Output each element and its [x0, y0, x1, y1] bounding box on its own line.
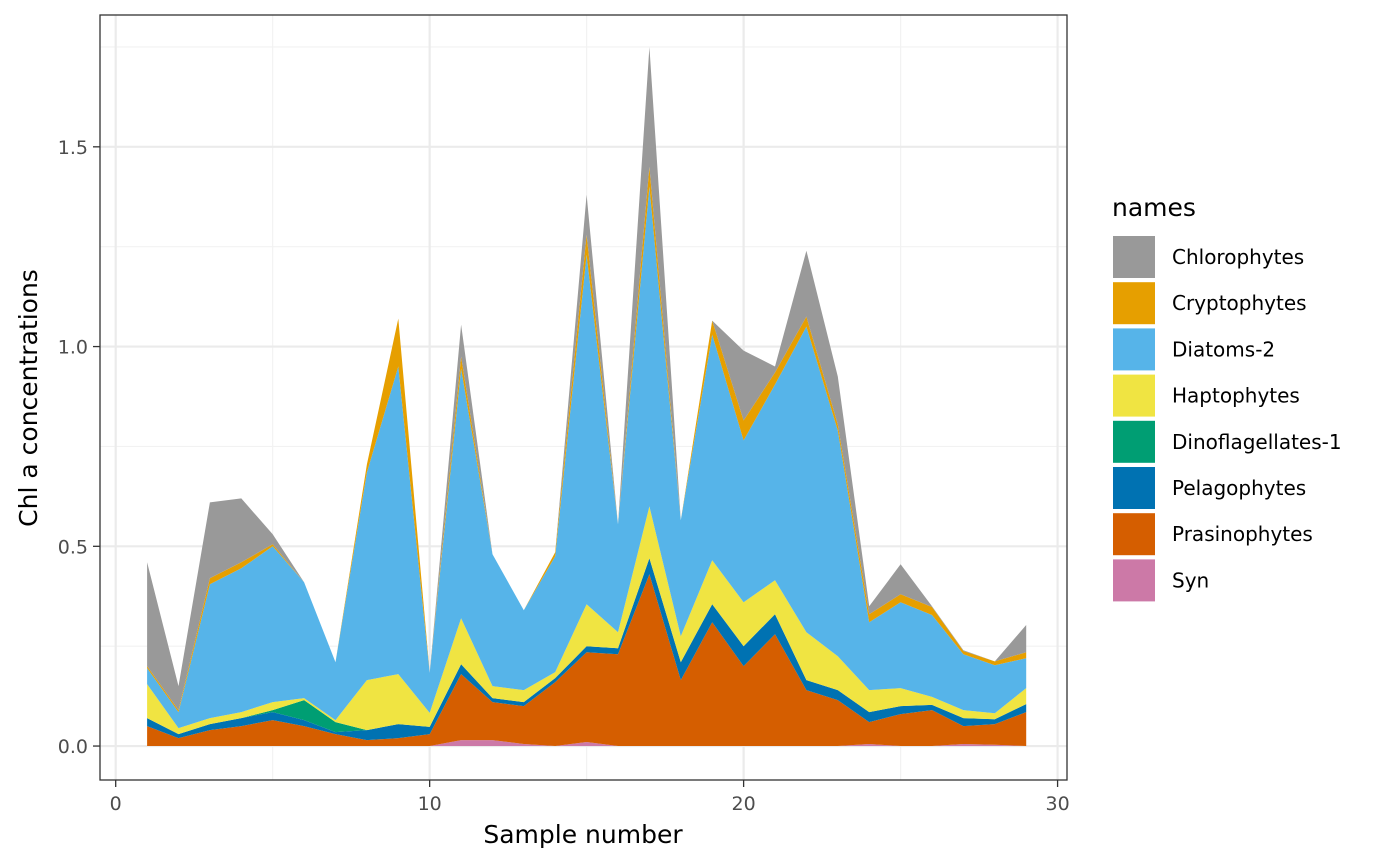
legend-swatch-syn: [1113, 559, 1155, 602]
legend-swatch-pelagophytes: [1113, 467, 1155, 509]
area-pelagophytes: [147, 558, 1027, 741]
legend-label-diatoms-2: Diatoms-2: [1172, 337, 1275, 361]
area-prasinophytes: [147, 574, 1027, 746]
x-tick-label: 0: [110, 793, 122, 815]
legend-label-dinoflagellates-1: Dinoflagellates-1: [1172, 430, 1342, 454]
legend-title: names: [1112, 193, 1196, 222]
legend: names Chlorophytes Cryptophytes Diatoms-2 H…: [1112, 193, 1342, 602]
legend-label-haptophytes: Haptophytes: [1172, 384, 1300, 408]
legend-swatch-chlorophytes: [1113, 236, 1155, 278]
legend-label-cryptophytes: Cryptophytes: [1172, 291, 1307, 315]
y-tick-label: 1.5: [58, 137, 88, 159]
x-tick-label: 30: [1045, 793, 1069, 815]
legend-swatch-haptophytes: [1113, 374, 1155, 417]
legend-swatch-prasinophytes: [1113, 513, 1155, 556]
panel-border: [99, 14, 1068, 781]
legend-label-prasinophytes: Prasinophytes: [1172, 522, 1313, 546]
area-haptophytes: [147, 506, 1027, 735]
legend-label-syn: Syn: [1172, 568, 1209, 592]
y-axis-title: Chl a concentrations: [14, 269, 43, 527]
legend-label-chlorophytes: Chlorophytes: [1172, 245, 1304, 269]
legend-swatch-cryptophytes: [1113, 282, 1155, 325]
axis-tick-labels: 0 10 20 30 0.0 0.5 1.0 1.5: [58, 137, 1070, 815]
x-axis-title: Sample number: [483, 820, 683, 849]
y-tick-label: 0.5: [58, 536, 88, 558]
legend-label-pelagophytes: Pelagophytes: [1172, 476, 1306, 500]
x-tick-label: 20: [732, 793, 756, 815]
y-tick-label: 1.0: [58, 337, 88, 359]
legend-swatch-dinoflagellates-1: [1113, 420, 1155, 463]
area-series: [147, 47, 1027, 746]
area-syn: [147, 740, 1027, 746]
y-tick-label: 0.0: [58, 736, 88, 758]
legend-items: Chlorophytes Cryptophytes Diatoms-2 Haptoph…: [1113, 236, 1342, 602]
x-tick-label: 10: [418, 793, 442, 815]
axis-ticks: [93, 146, 1059, 787]
legend-swatch-diatoms-2: [1113, 328, 1155, 371]
area-diatoms-2: [147, 186, 1027, 729]
